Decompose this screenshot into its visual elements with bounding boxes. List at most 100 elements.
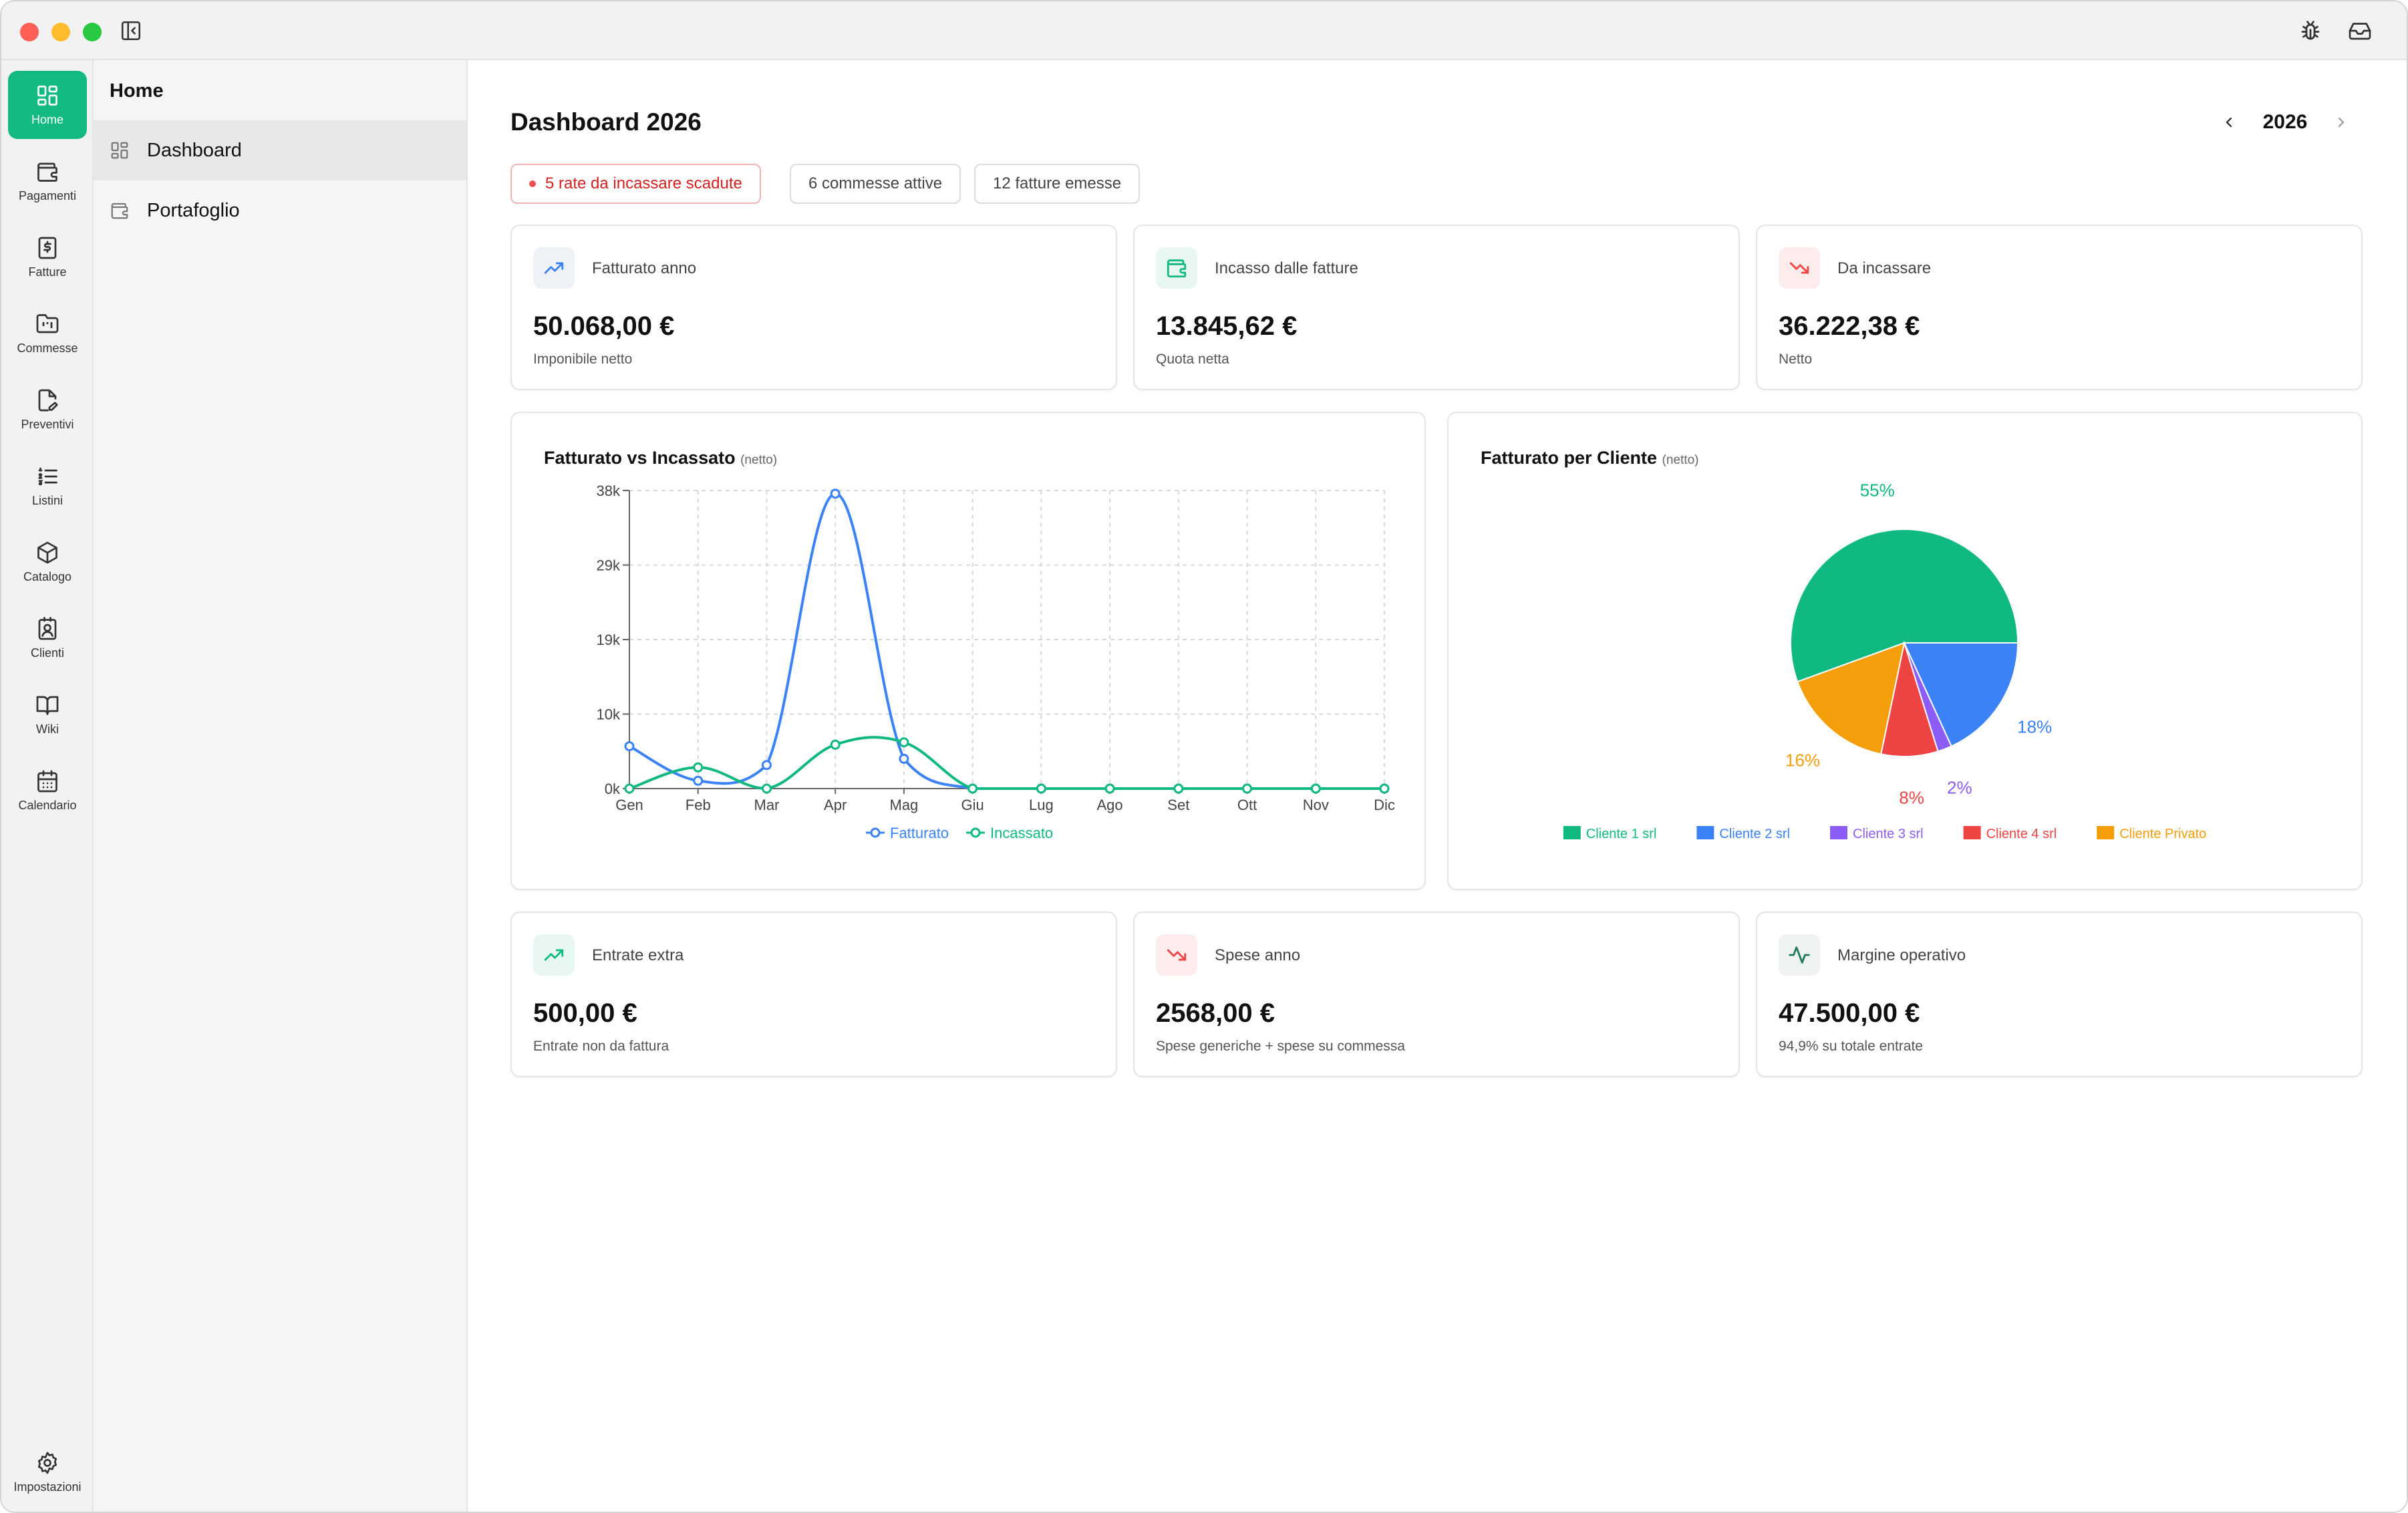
y-tick-label: 19k xyxy=(597,632,621,648)
stat-label: Margine operativo xyxy=(1837,946,1966,964)
legend-swatch xyxy=(1696,826,1714,839)
maximize-window-button[interactable] xyxy=(83,23,102,41)
x-tick-label: Mar xyxy=(754,797,780,813)
subnav-item-portafoglio[interactable]: Portafoglio xyxy=(94,180,466,241)
rail-item-catalogo[interactable]: Catalogo xyxy=(8,528,87,596)
folder-icon xyxy=(36,313,59,333)
chart-title-note: (netto) xyxy=(740,453,778,467)
data-point-incassato[interactable] xyxy=(899,737,909,748)
subnav-item-dashboard[interactable]: Dashboard xyxy=(94,120,466,180)
legend-item-incassato[interactable]: Incassato xyxy=(966,825,1053,841)
bug-icon[interactable] xyxy=(2297,17,2324,44)
rail-item-impostazioni[interactable]: Impostazioni xyxy=(8,1438,87,1506)
stat-card-fatturato: Fatturato anno 50.068,00 € Imponibile ne… xyxy=(510,225,1117,390)
x-tick-label: Lug xyxy=(1029,797,1054,813)
icon-rail: Home Pagamenti Fatture Commesse Preventi… xyxy=(1,60,94,1512)
stat-value: 2568,00 € xyxy=(1156,998,1275,1028)
legend-item-fatturato[interactable]: Fatturato xyxy=(866,825,949,841)
rail-item-wiki[interactable]: Wiki xyxy=(8,680,87,748)
rail-item-label: Impostazioni xyxy=(13,1480,82,1494)
subnav-item-label: Dashboard xyxy=(147,139,242,161)
close-window-button[interactable] xyxy=(20,23,39,41)
legend-item[interactable]: Cliente 2 srl xyxy=(1696,826,1790,841)
gear-icon xyxy=(37,1452,57,1474)
pie-slice-label: 2% xyxy=(1947,778,1972,798)
x-tick-label: Set xyxy=(1167,797,1189,813)
data-point-fatturato[interactable] xyxy=(624,741,635,752)
pie-slice-label: 8% xyxy=(1899,788,1924,808)
alert-dot-icon xyxy=(529,180,536,187)
rail-item-label: Pagamenti xyxy=(18,188,77,202)
pie-slice[interactable] xyxy=(1790,529,2019,683)
data-point-fatturato[interactable] xyxy=(899,753,909,764)
wallet-icon xyxy=(37,162,57,182)
year-selector: 2026 xyxy=(2218,107,2352,138)
active-projects-label: 6 commesse attive xyxy=(808,174,943,192)
x-tick-label: Mag xyxy=(890,797,919,813)
legend-swatch xyxy=(1963,826,1981,839)
legend-item[interactable]: Cliente Privato xyxy=(2097,826,2206,841)
data-point-incassato[interactable] xyxy=(967,783,978,794)
rail-item-listini[interactable]: Listini xyxy=(8,452,87,520)
rail-item-label: Commesse xyxy=(17,341,78,355)
pie-slice-label: 18% xyxy=(2017,716,2052,736)
rail-item-calendario[interactable]: Calendario xyxy=(8,756,87,825)
legend-item[interactable]: Cliente 3 srl xyxy=(1830,826,1924,841)
data-point-incassato[interactable] xyxy=(693,762,704,773)
data-point-incassato[interactable] xyxy=(1173,783,1184,794)
data-point-incassato[interactable] xyxy=(830,739,841,750)
section-sidebar: Home Dashboard Portafoglio xyxy=(94,60,468,1512)
data-point-incassato[interactable] xyxy=(1036,783,1046,794)
rail-item-preventivi[interactable]: Preventivi xyxy=(8,376,87,444)
rail-item-label: Preventivi xyxy=(21,417,74,431)
active-projects-badge[interactable]: 6 commesse attive xyxy=(790,164,961,204)
stat-subtitle: 94,9% su totale entrate xyxy=(1779,1039,1923,1054)
stat-card-incasso: Incasso dalle fatture 13.845,62 € Quota … xyxy=(1133,225,1740,390)
pie-slice[interactable] xyxy=(1796,642,1906,755)
stat-label: Entrate extra xyxy=(592,946,684,964)
page-title: Dashboard 2026 xyxy=(510,108,702,136)
dashboard-icon xyxy=(111,142,128,159)
pie-slice[interactable] xyxy=(1903,642,2019,747)
pie-slice-label: 55% xyxy=(1860,480,1895,501)
wallet-icon xyxy=(1156,247,1197,289)
legend-label: Cliente 4 srl xyxy=(1986,827,2057,841)
data-point-incassato[interactable] xyxy=(1310,783,1321,794)
rail-item-home[interactable]: Home xyxy=(8,71,87,139)
data-point-incassato[interactable] xyxy=(1242,783,1253,794)
rail-item-label: Home xyxy=(31,112,63,126)
data-point-fatturato[interactable] xyxy=(693,775,704,786)
stat-label: Da incassare xyxy=(1837,259,1932,277)
sidebar-toggle-icon[interactable] xyxy=(118,17,144,44)
pie-chart: 55% 18% 2% 8% 16% Cliente 1 srl Cliente 2 srl C… xyxy=(1563,480,2206,841)
stat-label: Spese anno xyxy=(1215,946,1301,964)
data-point-incassato[interactable] xyxy=(1104,783,1115,794)
rail-item-fatture[interactable]: Fatture xyxy=(8,223,87,291)
rail-item-pagamenti[interactable]: Pagamenti xyxy=(8,147,87,215)
legend-item[interactable]: Cliente 1 srl xyxy=(1563,826,1657,841)
data-point-incassato[interactable] xyxy=(761,783,772,794)
overdue-installments-badge[interactable]: 5 rate da incassare scadute xyxy=(510,164,761,204)
previous-year-button[interactable] xyxy=(2218,112,2240,133)
stat-subtitle: Entrate non da fattura xyxy=(533,1039,669,1054)
data-point-fatturato[interactable] xyxy=(830,489,841,499)
edit-document-icon xyxy=(38,389,58,411)
x-tick-label: Nov xyxy=(1303,797,1329,813)
trending-down-icon xyxy=(1156,934,1197,976)
rail-item-commesse[interactable]: Commesse xyxy=(8,299,87,368)
legend-item[interactable]: Cliente 4 srl xyxy=(1963,826,2057,841)
issued-invoices-label: 12 fatture emesse xyxy=(993,174,1122,192)
overdue-installments-label: 5 rate da incassare scadute xyxy=(545,174,742,192)
issued-invoices-badge[interactable]: 12 fatture emesse xyxy=(974,164,1141,204)
data-point-fatturato[interactable] xyxy=(761,760,772,771)
data-point-incassato[interactable] xyxy=(624,783,635,794)
rail-item-label: Catalogo xyxy=(23,569,72,583)
inbox-icon[interactable] xyxy=(2347,17,2373,44)
legend-label: Cliente 2 srl xyxy=(1719,827,1790,841)
minimize-window-button[interactable] xyxy=(51,23,70,41)
stat-card-spese: Spese anno 2568,00 € Spese generiche + s… xyxy=(1133,912,1740,1077)
data-point-incassato[interactable] xyxy=(1379,783,1390,794)
next-year-button[interactable] xyxy=(2330,112,2352,133)
rail-item-clienti[interactable]: Clienti xyxy=(8,604,87,672)
